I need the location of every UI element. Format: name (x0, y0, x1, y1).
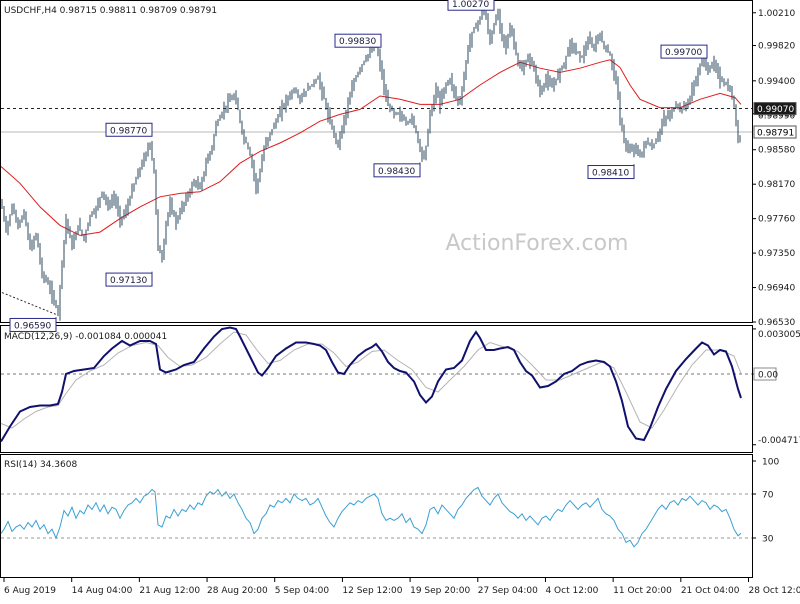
macd-tick-label: 0.00 (758, 371, 778, 381)
price-tick-label: 0.97760 (758, 215, 795, 225)
macd-main-line (0, 326, 742, 443)
macd-axis: 0.003005 0.00 -0.004717 (752, 328, 800, 446)
price-tick-label: 0.96530 (758, 318, 795, 328)
price-tick-label: 0.96940 (758, 284, 795, 294)
rsi-axis: 100 70 30 (752, 458, 779, 545)
price-axis: 1.002100.998200.994000.990100.985800.981… (752, 9, 795, 328)
price-panel-title: USDCHF,H4 0.98715 0.98811 0.98709 0.9879… (4, 6, 217, 16)
swing-label-text: 1.00270 (452, 0, 489, 10)
price-tick-label-hidden: 0.98990 (758, 111, 795, 121)
macd-zero-tag (753, 367, 777, 381)
swing-label-text: 0.98430 (378, 167, 415, 177)
price-tags: 0.99070 0.98791 (753, 102, 797, 139)
swing-label: 0.97130 (105, 271, 153, 287)
price-tag-level (753, 102, 797, 116)
swing-label-text: 0.96590 (14, 321, 51, 331)
price-tick-label: 0.98580 (758, 146, 795, 156)
swing-label-box (660, 44, 708, 59)
rsi-tick-label: 30 (762, 535, 774, 545)
swing-label: 0.99830 (334, 33, 382, 48)
time-tick-label: 28 Oct 12:00 (749, 586, 800, 596)
swing-annotations: 0.96590 0.98770 0.97130 0.99830 0.98430 1.002… (9, 0, 708, 332)
rsi-line (0, 486, 742, 548)
time-tick-label: 14 Aug 04:00 (72, 586, 133, 596)
price-tick-label: 0.98170 (758, 180, 795, 190)
swing-label-text: 0.98770 (110, 126, 147, 136)
macd-series-layer (0, 326, 742, 443)
time-tick-label: 28 Aug 20:00 (207, 586, 268, 596)
swing-label: 0.99700 (660, 44, 708, 59)
price-tick-label: 0.99400 (758, 77, 795, 87)
price-tick-label: 1.00210 (758, 9, 795, 19)
time-tick-label: 6 Aug 2019 (4, 586, 56, 596)
macd-panel-title: MACD(12,26,9) -0.001084 0.000041 (4, 332, 167, 342)
swing-label: 0.98410 (587, 164, 635, 180)
price-tag-text: 0.98791 (757, 129, 794, 139)
time-tick-label: 21 Oct 04:00 (681, 586, 740, 596)
time-tick-label: 12 Sep 12:00 (342, 586, 402, 596)
swing-label: 0.98430 (373, 162, 421, 178)
swing-label-text: 0.99700 (665, 48, 702, 58)
swing-label-text: 0.99830 (339, 37, 376, 47)
rsi-tick-label: 100 (762, 458, 779, 468)
price-tag-text: 0.99070 (757, 105, 794, 115)
swing-label-box (105, 122, 153, 137)
swing-label-box (9, 317, 57, 332)
swing-label-box (334, 33, 382, 48)
moving-average-line (0, 59, 742, 236)
swing-label: 0.98770 (105, 122, 153, 137)
rsi-tick-label: 70 (762, 491, 774, 501)
swing-label-text: 0.97130 (110, 276, 147, 286)
macd-panel-frame (0, 325, 753, 453)
macd-signal-line (0, 331, 742, 429)
time-tick-label: 19 Sep 20:00 (410, 586, 470, 596)
time-axis: 6 Aug 2019 14 Aug 04:00 21 Aug 12:00 28 Aug… (3, 578, 800, 596)
time-tick-label: 27 Sep 04:00 (478, 586, 538, 596)
swing-label: 1.00270 (447, 0, 495, 11)
rsi-panel-title: RSI(14) 34.3608 (4, 460, 77, 470)
time-tick-label: 4 Oct 12:00 (545, 586, 598, 596)
time-tick-label: 5 Sep 04:00 (275, 586, 330, 596)
swing-label-box (105, 272, 153, 287)
watermark: ActionForex.com (446, 231, 629, 256)
price-panel-frame (0, 0, 753, 323)
rsi-level-lines (1, 493, 752, 539)
swing-label: 0.96590 (9, 316, 57, 332)
price-tick-label: 0.99820 (758, 42, 795, 52)
rsi-panel-frame (0, 454, 753, 578)
rsi-series-layer (0, 486, 742, 548)
price-tick-label: 0.97350 (758, 249, 795, 259)
macd-tick-label: 0.003005 (758, 330, 800, 340)
swing-label-box (373, 163, 421, 178)
price-series-layer (1, 8, 741, 321)
swing-label-box (447, 0, 495, 11)
swing-label-text: 0.98410 (592, 169, 629, 179)
time-tick-label: 21 Aug 12:00 (139, 586, 200, 596)
trendline (1, 292, 57, 315)
time-tick-label: 11 Oct 20:00 (613, 586, 672, 596)
macd-tick-label: -0.004717 (758, 436, 800, 446)
price-tag-current (753, 125, 797, 139)
swing-label-box (587, 165, 635, 180)
moving-average-layer (0, 59, 742, 236)
